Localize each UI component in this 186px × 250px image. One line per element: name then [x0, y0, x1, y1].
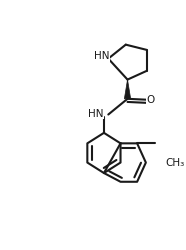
Polygon shape [124, 80, 131, 99]
Text: HN: HN [94, 51, 109, 61]
Text: HN: HN [88, 109, 104, 119]
Text: O: O [147, 95, 155, 105]
Text: CH₃: CH₃ [165, 158, 184, 168]
